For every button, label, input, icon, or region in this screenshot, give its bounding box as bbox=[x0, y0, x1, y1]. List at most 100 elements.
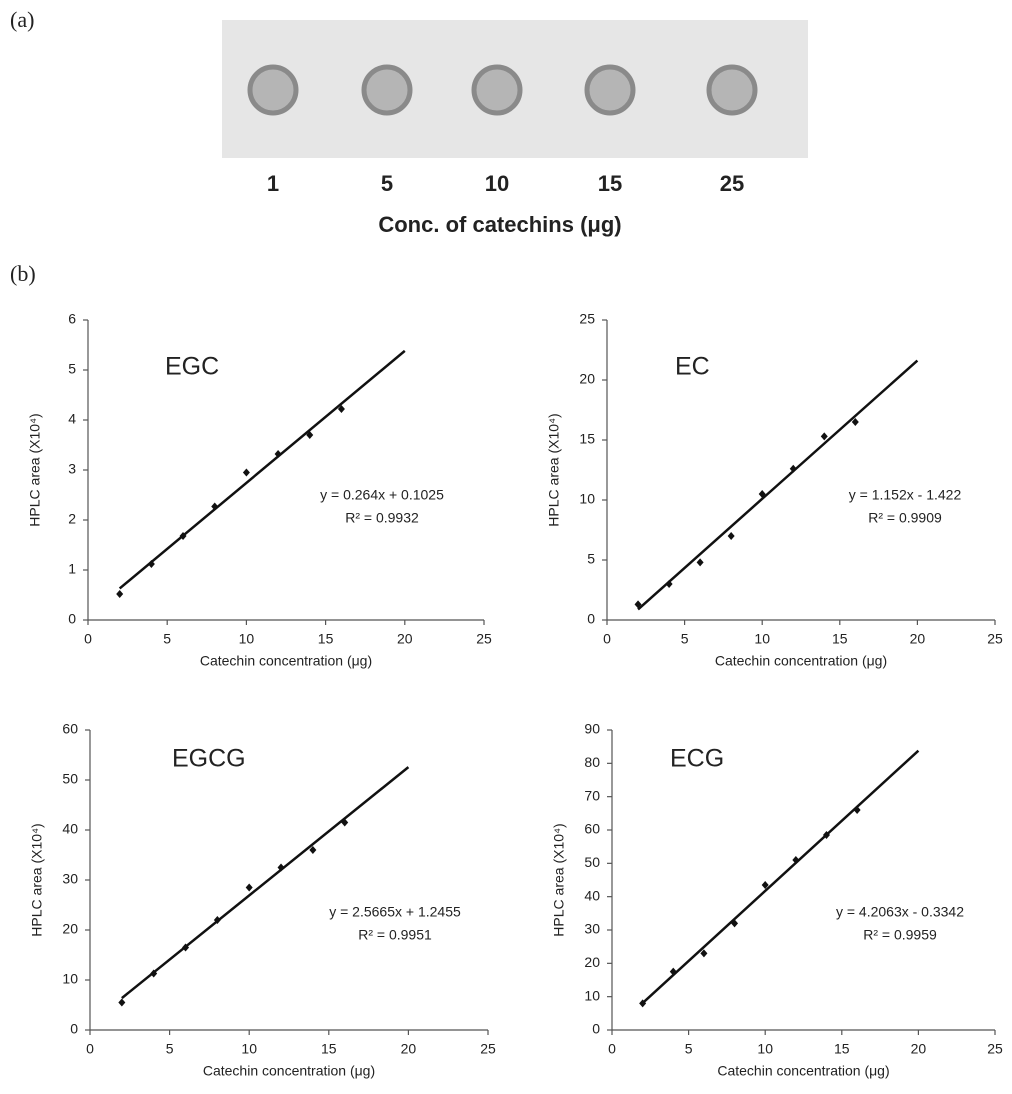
axis-label: Conc. of catechins (μg) bbox=[378, 212, 621, 237]
data-point bbox=[211, 503, 218, 511]
x-tick-label: 5 bbox=[685, 1041, 693, 1057]
y-axis-label: HPLC area (X10⁴) bbox=[551, 823, 567, 936]
r-squared: R² = 0.9951 bbox=[358, 927, 432, 943]
x-tick-label: 15 bbox=[318, 631, 334, 647]
data-point bbox=[821, 432, 828, 440]
y-axis-label: HPLC area (X10⁴) bbox=[546, 413, 562, 526]
data-point bbox=[728, 532, 735, 540]
y-tick-label: 20 bbox=[584, 954, 600, 970]
y-tick-label: 50 bbox=[584, 854, 600, 870]
y-tick-label: 15 bbox=[579, 431, 595, 447]
spot bbox=[250, 67, 296, 113]
data-point bbox=[792, 856, 799, 864]
data-point bbox=[854, 806, 861, 814]
y-tick-label: 10 bbox=[579, 491, 595, 507]
x-axis-label: Catechin concentration (μg) bbox=[203, 1063, 375, 1079]
y-tick-label: 50 bbox=[62, 771, 78, 787]
x-tick-label: 5 bbox=[166, 1041, 174, 1057]
data-point bbox=[275, 450, 282, 458]
x-tick-label: 10 bbox=[241, 1041, 257, 1057]
y-tick-label: 60 bbox=[584, 821, 600, 837]
r-squared: R² = 0.9909 bbox=[868, 510, 942, 526]
trendline-equation: y = 0.264x + 0.1025 bbox=[320, 487, 444, 503]
y-tick-label: 80 bbox=[584, 754, 600, 770]
spot bbox=[587, 67, 633, 113]
y-axis-label: HPLC area (X10⁴) bbox=[27, 413, 43, 526]
chart-title: ECG bbox=[670, 745, 724, 773]
spot bbox=[709, 67, 755, 113]
x-axis-label: Catechin concentration (μg) bbox=[200, 653, 372, 669]
y-tick-label: 40 bbox=[584, 887, 600, 903]
spot-label: 1 bbox=[267, 171, 279, 196]
x-tick-label: 25 bbox=[480, 1041, 496, 1057]
data-point bbox=[246, 884, 253, 892]
x-tick-label: 25 bbox=[987, 1041, 1003, 1057]
x-tick-label: 20 bbox=[911, 1041, 927, 1057]
x-tick-label: 15 bbox=[834, 1041, 850, 1057]
x-tick-label: 0 bbox=[86, 1041, 94, 1057]
y-tick-label: 30 bbox=[584, 921, 600, 937]
y-tick-label: 2 bbox=[68, 511, 76, 527]
trendline-equation: y = 1.152x - 1.422 bbox=[849, 487, 962, 503]
data-point bbox=[697, 558, 704, 566]
panel-label: (a) bbox=[10, 7, 34, 32]
x-tick-label: 0 bbox=[608, 1041, 616, 1057]
y-tick-label: 0 bbox=[68, 611, 76, 627]
x-tick-label: 0 bbox=[84, 631, 92, 647]
x-tick-label: 25 bbox=[476, 631, 492, 647]
y-tick-label: 0 bbox=[70, 1021, 78, 1037]
y-tick-label: 0 bbox=[587, 611, 595, 627]
data-point bbox=[116, 590, 123, 598]
y-tick-label: 5 bbox=[587, 551, 595, 567]
panel-label: (b) bbox=[10, 261, 36, 286]
r-squared: R² = 0.9932 bbox=[345, 510, 419, 526]
y-tick-label: 1 bbox=[68, 561, 76, 577]
trendline bbox=[120, 351, 405, 589]
x-tick-label: 25 bbox=[987, 631, 1003, 647]
spot bbox=[474, 67, 520, 113]
data-point bbox=[118, 999, 125, 1007]
x-tick-label: 0 bbox=[603, 631, 611, 647]
y-tick-label: 30 bbox=[62, 871, 78, 887]
trendline-equation: y = 2.5665x + 1.2455 bbox=[329, 904, 461, 920]
chart-title: EC bbox=[675, 353, 710, 381]
spot-label: 15 bbox=[598, 171, 622, 196]
x-tick-label: 15 bbox=[832, 631, 848, 647]
y-axis-label: HPLC area (X10⁴) bbox=[29, 823, 45, 936]
chart-title: EGC bbox=[165, 353, 219, 381]
y-tick-label: 40 bbox=[62, 821, 78, 837]
y-tick-label: 3 bbox=[68, 461, 76, 477]
y-tick-label: 0 bbox=[592, 1021, 600, 1037]
spot bbox=[364, 67, 410, 113]
x-tick-label: 5 bbox=[681, 631, 689, 647]
x-tick-label: 10 bbox=[757, 1041, 773, 1057]
y-tick-label: 4 bbox=[68, 411, 76, 427]
y-tick-label: 6 bbox=[68, 311, 76, 327]
x-axis-label: Catechin concentration (μg) bbox=[715, 653, 887, 669]
spot-label: 5 bbox=[381, 171, 393, 196]
figure: (a) Conc. of catechins (μg) (b) 15101525… bbox=[0, 0, 1012, 1094]
y-tick-label: 60 bbox=[62, 721, 78, 737]
y-tick-label: 20 bbox=[579, 371, 595, 387]
x-tick-label: 20 bbox=[910, 631, 926, 647]
r-squared: R² = 0.9959 bbox=[863, 927, 937, 943]
x-tick-label: 5 bbox=[163, 631, 171, 647]
y-tick-label: 70 bbox=[584, 787, 600, 803]
trendline bbox=[122, 767, 409, 998]
data-point bbox=[243, 469, 250, 477]
y-tick-label: 90 bbox=[584, 721, 600, 737]
y-tick-label: 20 bbox=[62, 921, 78, 937]
x-tick-label: 20 bbox=[397, 631, 413, 647]
data-point bbox=[790, 465, 797, 473]
trendline bbox=[643, 751, 919, 1003]
spot-label: 25 bbox=[720, 171, 744, 196]
spot-label: 10 bbox=[485, 171, 509, 196]
x-tick-label: 20 bbox=[401, 1041, 417, 1057]
y-tick-label: 5 bbox=[68, 361, 76, 377]
chart-title: EGCG bbox=[172, 745, 246, 773]
x-tick-label: 10 bbox=[239, 631, 255, 647]
x-axis-label: Catechin concentration (μg) bbox=[717, 1063, 889, 1079]
trendline bbox=[638, 361, 917, 610]
x-tick-label: 10 bbox=[754, 631, 770, 647]
y-tick-label: 25 bbox=[579, 311, 595, 327]
